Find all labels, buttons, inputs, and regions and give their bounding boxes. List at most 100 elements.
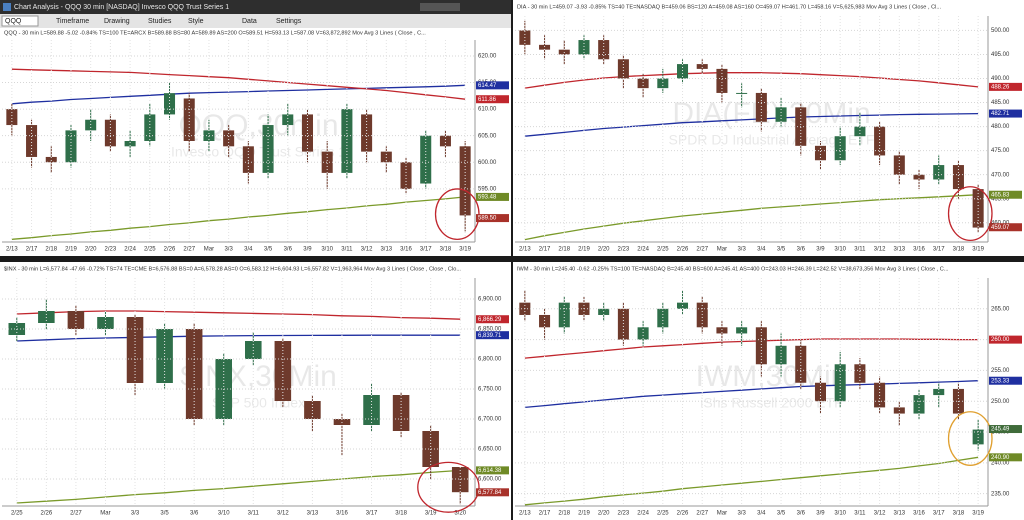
price-tag (476, 488, 509, 497)
price-tag (989, 376, 1022, 385)
x-tick-label: 2/26 (164, 247, 176, 253)
x-tick-label: 2/23 (618, 247, 630, 253)
y-tick-label: 6,650.00 (478, 447, 502, 453)
x-tick-label: 2/17 (26, 247, 38, 253)
y-tick-label: 600.00 (478, 160, 497, 166)
x-tick-label: 2/18 (558, 511, 570, 517)
toolbar-item[interactable]: Drawing (104, 18, 130, 25)
symbol-box[interactable] (1, 15, 39, 27)
price-tag (989, 425, 1022, 434)
candle-body (657, 308, 669, 328)
price-tag (476, 331, 509, 340)
y-tick-label: 6,750.00 (478, 387, 502, 393)
candle-body (539, 44, 551, 50)
price-tag-label: 245.49 (991, 427, 1010, 433)
x-tick-label: 3/12 (874, 511, 886, 517)
y-tick-label: 255.00 (991, 368, 1010, 374)
x-tick-label: 2/27 (183, 247, 195, 253)
y-tick-label: 6,850.00 (478, 327, 502, 333)
watermark-symbol: $INX,30Min (180, 360, 337, 393)
candle-body (736, 92, 748, 94)
y-tick-label: 595.00 (478, 186, 497, 192)
price-tag (476, 192, 509, 201)
x-tick-label: 3/6 (190, 511, 199, 517)
y-tick-label: 235.00 (991, 491, 1010, 497)
y-tick-label: 250.00 (991, 399, 1010, 405)
candle-body (617, 59, 629, 79)
x-tick-label: 3/11 (341, 247, 353, 253)
candle-body (6, 109, 18, 126)
y-tick-label: 605.00 (478, 133, 497, 139)
y-tick-label: 265.00 (991, 306, 1010, 312)
window-title: Chart Analysis - QQQ 30 min [NASDAQ] Inv… (14, 4, 229, 11)
x-tick-label: 2/25 (144, 247, 156, 253)
y-tick-label: 610.00 (478, 107, 497, 113)
toolbar (0, 14, 511, 28)
x-tick-label: 2/24 (637, 247, 649, 253)
x-tick-label: 3/10 (321, 247, 333, 253)
x-tick-label: 2/13 (519, 247, 531, 253)
x-tick-label: 3/16 (336, 511, 348, 517)
x-tick-label: 3/9 (303, 247, 312, 253)
moving-average (16, 469, 461, 504)
window-controls (420, 3, 460, 11)
moving-average (524, 456, 979, 506)
x-tick-label: 2/25 (11, 511, 23, 517)
y-tick-label: 470.00 (991, 172, 1010, 178)
x-tick-label: 3/6 (797, 247, 806, 253)
pane (0, 28, 511, 256)
candle-body (321, 151, 333, 173)
toolbar-item[interactable]: Studies (148, 18, 172, 25)
watermark-name: Invesco QQQ Trust Series 1 (171, 144, 346, 160)
price-tag (476, 214, 509, 223)
x-tick-label: 3/11 (248, 511, 260, 517)
toolbar-item[interactable]: Settings (276, 18, 302, 25)
x-tick-label: 3/19 (972, 511, 984, 517)
price-tag-label: 253.33 (991, 378, 1010, 384)
candle-body (755, 327, 767, 365)
candle-body (26, 125, 38, 157)
x-tick-label: 3/13 (893, 511, 905, 517)
x-tick-label: 2/17 (539, 247, 551, 253)
x-tick-label: 3/3 (737, 247, 746, 253)
toolbar-item[interactable]: Style (188, 18, 204, 25)
price-tag-label: 589.50 (478, 216, 497, 222)
x-tick-label: 3/19 (425, 511, 437, 517)
x-tick-label: 3/10 (834, 511, 846, 517)
x-tick-label: 3/18 (953, 247, 965, 253)
x-tick-label: 3/5 (777, 511, 786, 517)
toolbar-item[interactable]: Timeframe (56, 18, 89, 25)
x-tick-label: 2/19 (65, 247, 77, 253)
moving-average (11, 196, 466, 240)
moving-average (524, 112, 979, 137)
x-tick-label: 2/13 (519, 511, 531, 517)
candle-body (854, 126, 866, 137)
x-tick-label: Mar (717, 247, 727, 253)
x-tick-label: 2/20 (85, 247, 97, 253)
x-tick-label: 3/10 (834, 247, 846, 253)
watermark-name: iShs Russell 2000 ETF (700, 395, 842, 411)
pane (0, 262, 511, 520)
price-tag-label: 459.07 (991, 225, 1010, 231)
x-tick-label: 3/3 (737, 511, 746, 517)
x-tick-label: 3/13 (893, 247, 905, 253)
candle-body (814, 145, 826, 161)
candle-body (539, 314, 551, 328)
chart-header: DIA - 30 min L=459.07 -3.93 -0.85% TS=40… (517, 4, 941, 10)
symbol-input[interactable]: QQQ (5, 18, 22, 25)
x-tick-label: 3/18 (440, 247, 452, 253)
x-tick-label: 3/12 (361, 247, 373, 253)
candle-body (242, 146, 254, 173)
y-tick-label: 485.00 (991, 100, 1010, 106)
toolbar-item[interactable]: Data (242, 18, 257, 25)
price-tag (476, 81, 509, 90)
candle-body (874, 126, 886, 156)
moving-average (524, 72, 979, 89)
x-tick-label: 3/16 (913, 247, 925, 253)
candle-body (952, 165, 964, 190)
candle-body (854, 364, 866, 383)
x-tick-label: 3/13 (307, 511, 319, 517)
x-tick-label: 3/11 (854, 247, 866, 253)
